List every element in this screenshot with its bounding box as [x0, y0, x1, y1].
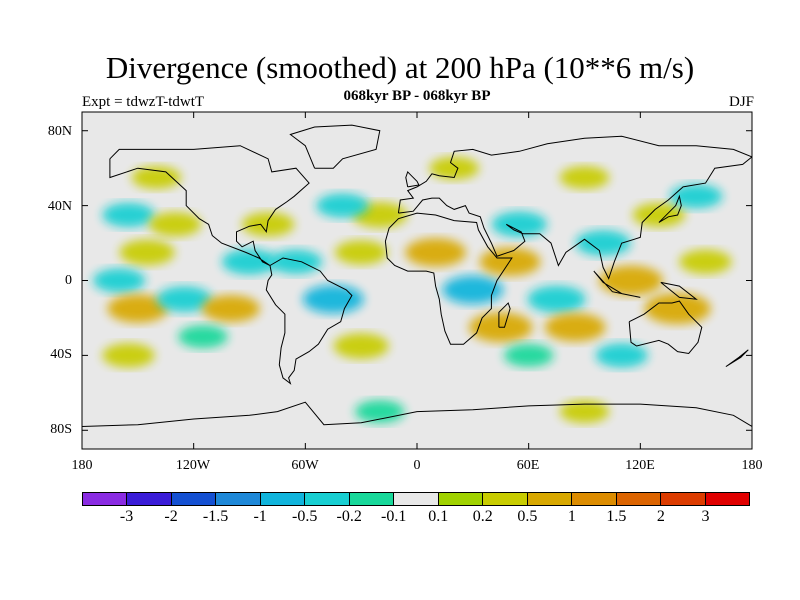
colorbar-label-6: -0.1: [381, 508, 407, 525]
divergence-cell-36: [354, 400, 405, 423]
lon-tick-label-120w: 120W: [175, 458, 211, 473]
colorbar-label-5: -0.2: [336, 508, 362, 525]
coastline-new-guinea: [660, 281, 698, 300]
divergence-cell-2: [148, 212, 202, 237]
divergence-cell-1: [102, 202, 155, 228]
divergence-cell-4: [93, 268, 146, 293]
coastline-africa: [384, 212, 513, 345]
divergence-cell-8: [178, 325, 228, 349]
lon-tick-label-0: 0: [413, 458, 421, 473]
lat-tick-label-80s: 80S: [50, 422, 72, 437]
divergence-cell-13: [302, 285, 364, 314]
coastline-australia: [628, 300, 703, 355]
divergence-cell-26: [599, 265, 663, 296]
colorbar-label-8: 0.2: [472, 508, 493, 525]
divergence-cell-11: [241, 212, 295, 237]
lon-tick-label-180w: 180: [71, 458, 93, 473]
divergence-cell-27: [644, 292, 711, 325]
chart-title: Divergence (smoothed) at 200 hPa (10**6 …: [105, 50, 695, 85]
colorbar-swatch-2: [171, 493, 217, 505]
divergence-cell-6: [156, 286, 212, 313]
colorbar-label-11: 1.5: [606, 508, 627, 525]
colorbar-label-7: 0.1: [428, 508, 449, 525]
colorbar-label-9: 0.5: [517, 508, 538, 525]
colorbar-label-13: 3: [701, 508, 710, 525]
colorbar-label-12: 2: [656, 508, 665, 525]
colorbar-swatch-1: [127, 493, 172, 505]
divergence-cell-7: [201, 295, 260, 323]
coastline-britain: [405, 170, 420, 188]
divergence-cell-14: [334, 240, 388, 265]
lat-tick-label-80n: 80N: [47, 124, 72, 139]
divergence-cell-30: [669, 184, 723, 209]
divergence-cell-19: [442, 275, 504, 305]
colorbar-swatch-5: [305, 493, 350, 505]
colorbar-label-3: -1: [253, 508, 267, 525]
divergence-cell-35: [559, 400, 610, 423]
divergence-cell-34: [503, 343, 554, 367]
lon-tick-label-120e: 120E: [625, 458, 655, 473]
divergence-cell-24: [544, 313, 606, 342]
divergence-cell-32: [429, 156, 480, 180]
axis-ticks: [81, 112, 753, 449]
divergence-cell-31: [559, 166, 610, 189]
divergence-cell-18: [405, 238, 467, 267]
colorbar-swatch-11: [572, 493, 617, 505]
divergence-cell-0: [131, 166, 182, 189]
colorbar-swatch-14: [705, 493, 750, 505]
lat-tick-label-40s: 40S: [50, 347, 72, 362]
colorbar-label-0: -3: [119, 508, 134, 525]
divergence-cell-16: [316, 193, 369, 218]
colorbar-label-10: 1: [567, 508, 576, 525]
divergence-cell-5: [107, 294, 169, 323]
colorbar-label-2: -1.5: [202, 508, 229, 525]
divergence-cell-10: [221, 248, 278, 275]
coastline-new-zealand: [725, 349, 749, 368]
divergence-cell-17: [333, 333, 389, 359]
divergence-cell-23: [527, 285, 586, 313]
colorbar-swatch-10: [527, 493, 573, 505]
colorbar-swatch-4: [260, 493, 306, 505]
coastline-madagascar: [498, 302, 511, 328]
lat-tick-label-eq: 0: [65, 273, 72, 288]
colorbar-swatch-12: [616, 493, 662, 505]
divergence-cell-22: [491, 211, 547, 238]
colorbar-swatch-7: [394, 493, 439, 505]
coastline-japan: [658, 194, 682, 223]
coastlines: [82, 124, 752, 427]
lon-tick-label-60w: 60W: [291, 458, 319, 473]
divergence-cell-9: [102, 343, 155, 368]
coastline-north-america: [109, 145, 310, 266]
lon-tick-label-180e: 180: [741, 458, 763, 473]
divergence-cell-28: [679, 249, 732, 274]
divergence-cell-12: [269, 249, 323, 274]
coastline-greenland: [289, 124, 381, 169]
colorbar-swatch-0: [83, 493, 128, 505]
lat-tick-label-40n: 40N: [47, 199, 72, 214]
colorbar-swatch-8: [438, 493, 484, 505]
lon-tick-label-60e: 60E: [516, 458, 540, 473]
colorbar-swatch-13: [661, 493, 706, 505]
colorbar-swatch-6: [349, 493, 395, 505]
colorbar: [82, 492, 750, 506]
colorbar-label-4: -0.5: [291, 508, 318, 525]
colorbar-label-1: -2: [164, 508, 178, 525]
coastline-antarctica: [82, 401, 752, 427]
experiment-label: Expt = tdwzT-tdwtT: [82, 94, 205, 110]
colorbar-swatch-3: [216, 493, 261, 505]
season-label: DJF: [728, 94, 754, 110]
coastline-eurasia: [397, 135, 752, 280]
divergence-cell-33: [595, 343, 648, 368]
colorbar-swatch-9: [483, 493, 528, 505]
chart-subtitle: 068kyr BP - 068kyr BP: [343, 88, 491, 104]
divergence-cell-25: [575, 230, 631, 256]
divergence-cell-3: [119, 239, 175, 266]
coastline-south-america: [265, 257, 353, 385]
coastline-indonesia: [593, 270, 641, 298]
